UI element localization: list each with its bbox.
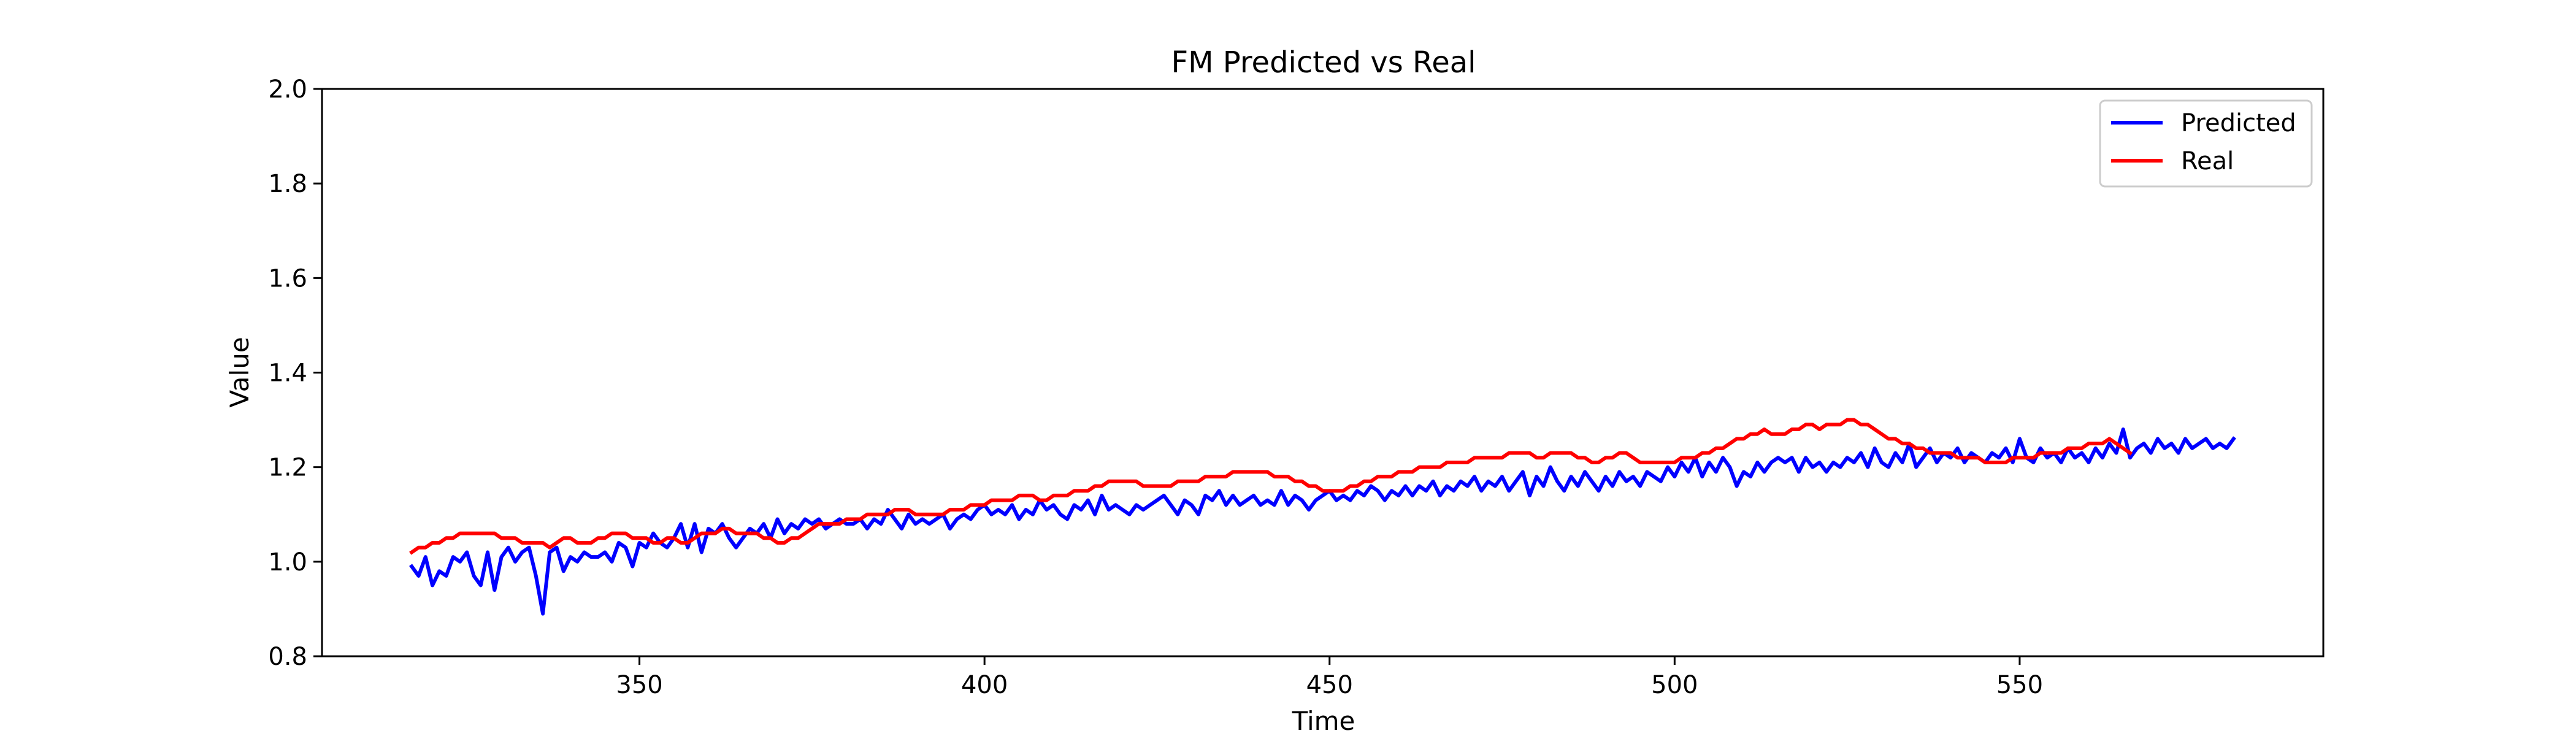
y-axis-ticks: 0.8 1.0 1.2 1.4 1.6 1.8 2.0	[268, 75, 322, 671]
x-tick-label: 500	[1651, 671, 1698, 699]
y-tick-label: 2.0	[268, 75, 307, 104]
x-axis-ticks: 350 400 450 500 550	[616, 656, 2043, 699]
x-tick-label: 400	[961, 671, 1008, 699]
x-axis-label: Time	[1292, 706, 1355, 736]
x-tick-label: 350	[616, 671, 662, 699]
y-tick-label: 1.6	[268, 264, 307, 293]
series-layer	[409, 418, 2236, 616]
x-tick-label: 550	[1996, 671, 2043, 699]
chart-title: FM Predicted vs Real	[1171, 45, 1476, 80]
y-axis-label: Value	[224, 337, 255, 407]
series-line-real	[409, 418, 2133, 555]
y-tick-label: 1.0	[268, 548, 307, 577]
legend: Predicted Real	[2099, 99, 2313, 188]
legend-label-real: Real	[2181, 147, 2234, 175]
y-tick-label: 1.8	[268, 170, 307, 198]
y-tick-label: 0.8	[268, 643, 307, 671]
x-tick-label: 450	[1306, 671, 1353, 699]
legend-label-predicted: Predicted	[2181, 109, 2296, 137]
y-tick-label: 1.2	[268, 454, 307, 482]
y-tick-label: 1.4	[268, 359, 307, 388]
